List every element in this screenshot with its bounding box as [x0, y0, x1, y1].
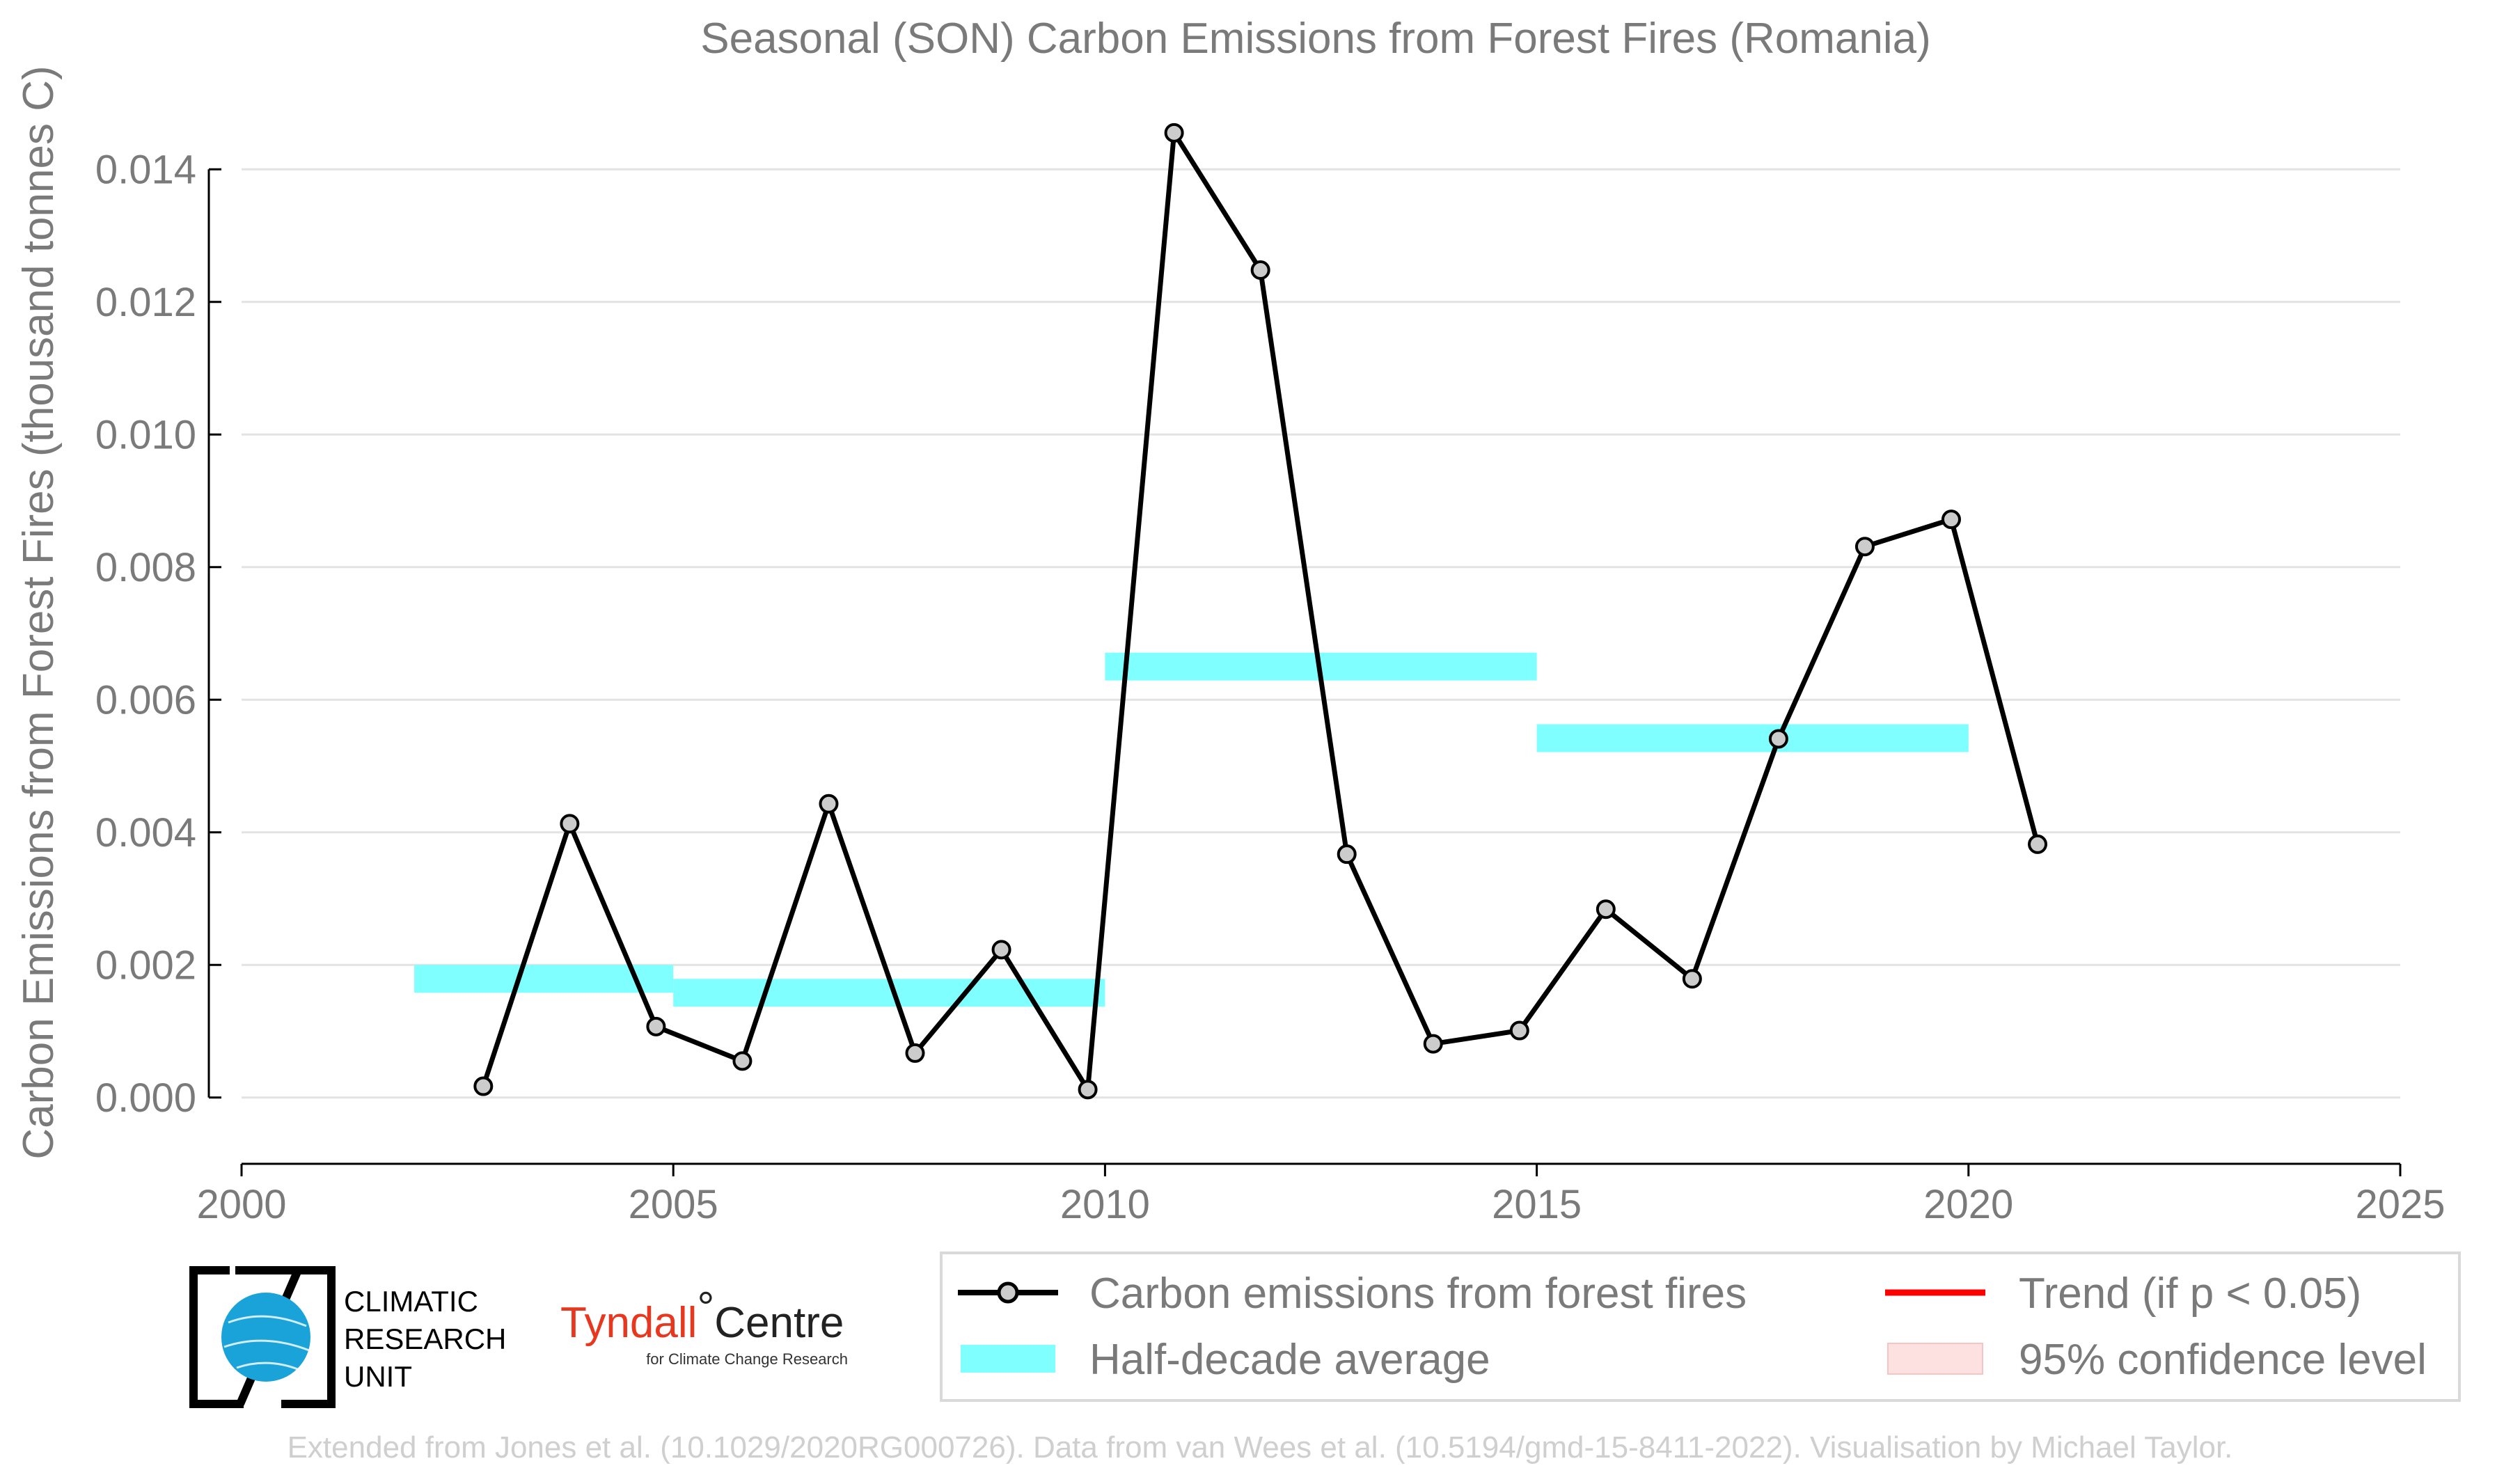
y-tick-label: 0.008: [95, 545, 196, 590]
legend-label-average: Half-decade average: [1089, 1336, 1490, 1384]
cru-line-3: UNIT: [344, 1360, 412, 1393]
x-tick-label: 2015: [1492, 1182, 1582, 1227]
emissions-point: [991, 940, 1011, 960]
emissions-point: [1768, 729, 1788, 749]
emissions-point: [1596, 899, 1616, 919]
x-tick-label: 2005: [629, 1182, 718, 1227]
y-tick-label: 0.004: [95, 810, 196, 855]
tyndall-main-text: Tyndall: [560, 1299, 697, 1347]
emissions-point: [1164, 123, 1184, 143]
tyndall-degree: °: [697, 1284, 714, 1332]
legend-frame: [940, 1252, 2461, 1402]
emissions-point: [1423, 1034, 1443, 1054]
emissions-point: [560, 814, 580, 834]
emissions-point: [1250, 260, 1270, 281]
tyndall-subtitle: for Climate Change Research: [646, 1350, 848, 1368]
emissions-point: [819, 794, 839, 814]
emissions-point: [1941, 510, 1961, 530]
y-tick-label: 0.014: [95, 147, 196, 192]
x-tick-label: 2010: [1060, 1182, 1150, 1227]
emissions-series: [473, 123, 2048, 1100]
x-tick-label: 2020: [1923, 1182, 2013, 1227]
emissions-point: [1337, 844, 1357, 865]
emissions-point: [1078, 1080, 1098, 1100]
footer-credit: Extended from Jones et al. (10.1029/2020…: [287, 1430, 2233, 1465]
cru-line-2: RESEARCH: [344, 1323, 506, 1355]
cru-bracket-shape: [189, 1266, 336, 1408]
chart-title: Seasonal (SON) Carbon Emissions from For…: [700, 15, 1931, 63]
legend-confidence-swatch: [1887, 1343, 1983, 1375]
y-axis-label: Carbon Emissions from Forest Fires (thou…: [15, 65, 63, 1159]
y-tick-label: 0.006: [95, 677, 196, 723]
emissions-point: [646, 1016, 666, 1036]
y-tick-label: 0.010: [95, 412, 196, 457]
y-tick-label: 0.002: [95, 942, 196, 988]
tyndall-centre-text: Centre: [714, 1299, 844, 1347]
grid-lines: [242, 168, 2400, 1099]
emissions-point: [2028, 834, 2048, 854]
emissions-point: [905, 1043, 925, 1063]
tyndall-logo: Tyndall°Centre for Climate Change Resear…: [560, 1284, 848, 1368]
cru-line-1: CLIMATIC: [344, 1285, 478, 1318]
emissions-point: [1509, 1020, 1529, 1041]
legend-label-confidence: 95% confidence level: [2019, 1336, 2427, 1384]
emissions-point: [1682, 969, 1702, 989]
emissions-point: [473, 1076, 494, 1096]
emissions-point: [732, 1051, 753, 1071]
cru-logo: CLIMATIC RESEARCH UNIT: [189, 1266, 506, 1408]
legend-average-swatch: [961, 1345, 1055, 1373]
legend-marker-swatch: [997, 1281, 1019, 1304]
legend-label-emissions: Carbon emissions from forest fires: [1089, 1270, 1747, 1318]
y-tick-label: 0.000: [95, 1075, 196, 1121]
svg-text:Tyndall°Centre: Tyndall°Centre: [560, 1284, 844, 1347]
globe-icon: [221, 1293, 310, 1382]
legend-label-trend: Trend (if p < 0.05): [2019, 1270, 2361, 1318]
y-tick-label: 0.012: [95, 280, 196, 325]
legend: Carbon emissions from forest fires Trend…: [940, 1252, 2461, 1402]
half-decade-average-bar: [1536, 724, 1969, 752]
emissions-point: [1854, 537, 1875, 557]
axes: 0.000 0.002 0.004 0.006 0.008 0.010 0.012 0.014…: [95, 147, 2445, 1227]
half-decade-average-bars: [414, 652, 1969, 1007]
x-tick-label: 2000: [196, 1182, 286, 1227]
x-tick-label: 2025: [2355, 1182, 2445, 1227]
